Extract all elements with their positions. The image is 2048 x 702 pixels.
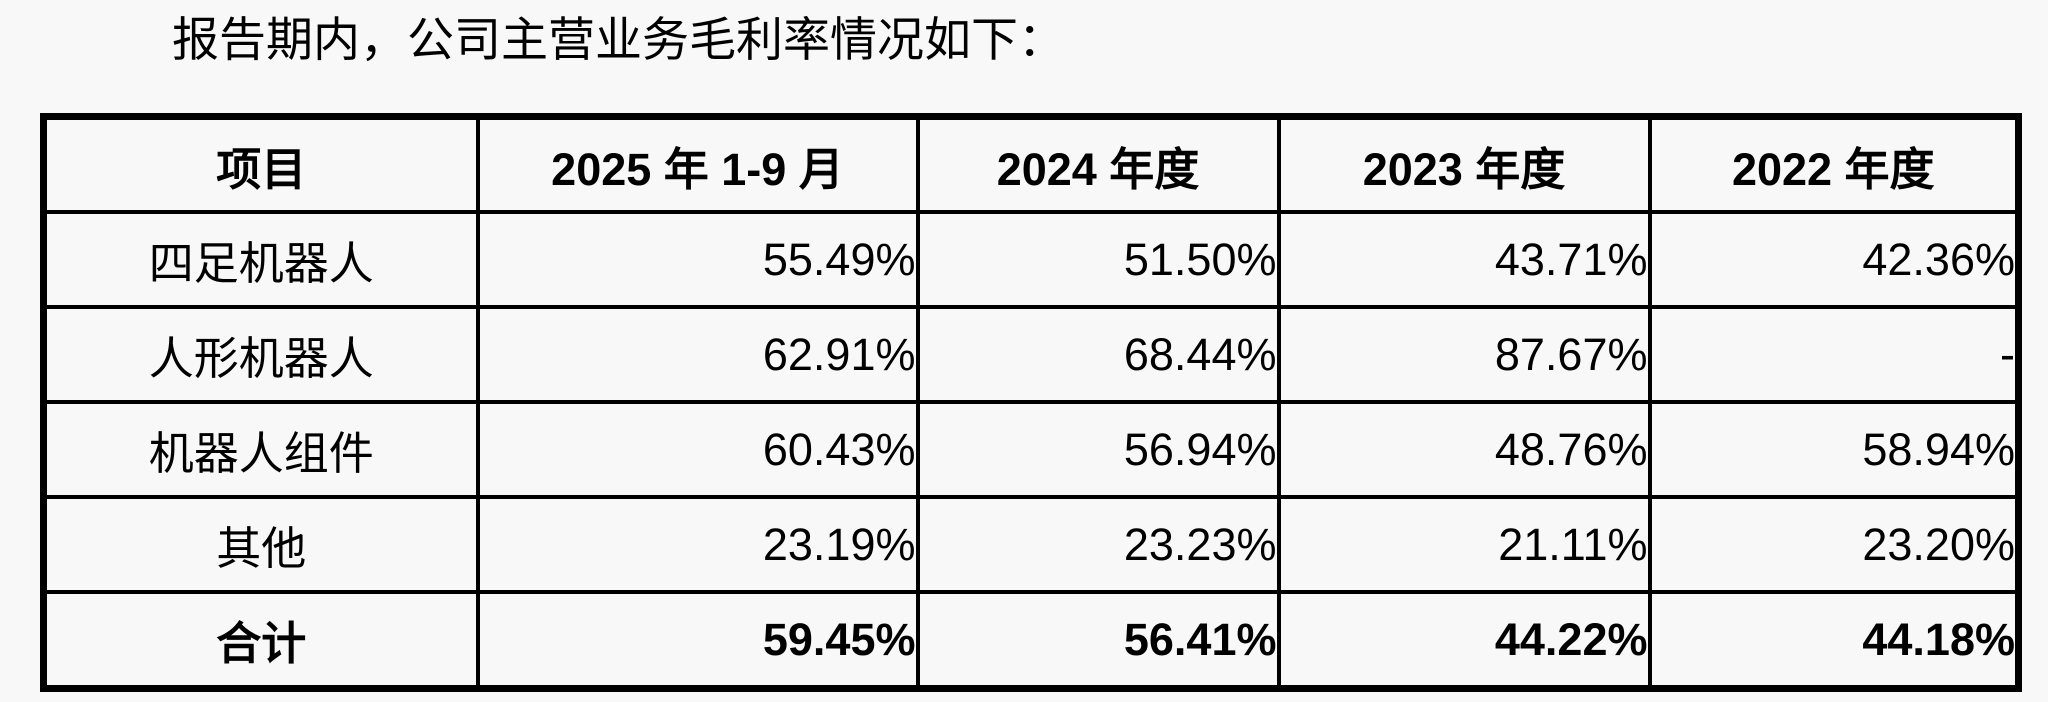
header-cell-2024: 2024 年度: [915, 114, 1281, 214]
table-row-quadruped: 四足机器人 55.49% 51.50% 43.71% 42.36%: [41, 210, 2021, 309]
row-label: 其他: [41, 495, 480, 594]
value-cell: 23.23%: [915, 495, 1281, 594]
header-cell-item: 项目: [41, 114, 480, 214]
value-cell: -: [1647, 305, 2021, 404]
value-cell: 23.20%: [1647, 495, 2021, 594]
value-cell: 21.11%: [1276, 495, 1652, 594]
intro-text: 报告期内，公司主营业务毛利率情况如下：: [172, 15, 1065, 67]
value-cell: 68.44%: [915, 305, 1281, 404]
value-cell: 48.76%: [1276, 400, 1652, 499]
value-cell: 56.41%: [915, 590, 1281, 691]
table-row-other: 其他 23.19% 23.23% 21.11% 23.20%: [41, 495, 2021, 594]
value-cell: 87.67%: [1276, 305, 1652, 404]
table-header-row: 项目 2025 年 1-9 月 2024 年度 2023 年度 2022 年度: [41, 114, 2021, 214]
value-cell: 55.49%: [475, 210, 920, 309]
row-label: 机器人组件: [41, 400, 480, 499]
header-cell-2023: 2023 年度: [1276, 114, 1652, 214]
row-label: 人形机器人: [41, 305, 480, 404]
value-cell: 58.94%: [1647, 400, 2021, 499]
gross-margin-table: 项目 2025 年 1-9 月 2024 年度 2023 年度 2022 年度 …: [40, 113, 2022, 692]
row-label: 四足机器人: [41, 210, 480, 309]
table-row-total: 合计 59.45% 56.41% 44.22% 44.18%: [41, 590, 2021, 691]
value-cell: 42.36%: [1647, 210, 2021, 309]
table-row-humanoid: 人形机器人 62.91% 68.44% 87.67% -: [41, 305, 2021, 404]
value-cell: 44.22%: [1276, 590, 1652, 691]
value-cell: 51.50%: [915, 210, 1281, 309]
value-cell: 23.19%: [475, 495, 920, 594]
value-cell: 62.91%: [475, 305, 920, 404]
row-label: 合计: [41, 590, 480, 691]
value-cell: 43.71%: [1276, 210, 1652, 309]
value-cell: 44.18%: [1647, 590, 2021, 691]
value-cell: 59.45%: [475, 590, 920, 691]
header-cell-2022: 2022 年度: [1647, 114, 2021, 214]
value-cell: 56.94%: [915, 400, 1281, 499]
table-row-components: 机器人组件 60.43% 56.94% 48.76% 58.94%: [41, 400, 2021, 499]
value-cell: 60.43%: [475, 400, 920, 499]
header-cell-2025: 2025 年 1-9 月: [475, 114, 920, 214]
